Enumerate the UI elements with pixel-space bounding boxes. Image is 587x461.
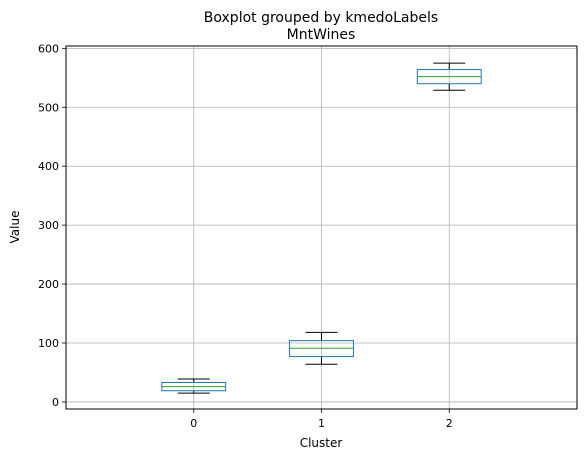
box-group-cluster-1 (289, 331, 354, 365)
y-tick-label: 200 (38, 278, 59, 291)
box-group-cluster-2 (416, 62, 482, 91)
y-tick-label: 600 (38, 42, 59, 55)
y-axis-label: Value (8, 211, 22, 244)
grid-lines (66, 46, 577, 409)
x-tick-label: 2 (446, 417, 453, 430)
x-tick-label: 0 (190, 417, 197, 430)
y-tick-label: 300 (38, 219, 59, 232)
chart-title: MntWines (287, 27, 356, 43)
chart-suptitle: Boxplot grouped by kmedoLabels (204, 10, 438, 26)
x-tick-label: 1 (318, 417, 325, 430)
box-group-cluster-0 (161, 378, 227, 394)
y-tick-label: 500 (38, 101, 59, 114)
box-series (161, 62, 482, 394)
y-tick-label: 400 (38, 160, 59, 173)
y-tick-label: 100 (38, 337, 59, 350)
y-tick-label: 0 (52, 396, 59, 409)
x-axis-label: Cluster (300, 436, 343, 450)
axis-ticks: 0 100 200 300 400 500 600 0 1 2 (38, 42, 453, 430)
